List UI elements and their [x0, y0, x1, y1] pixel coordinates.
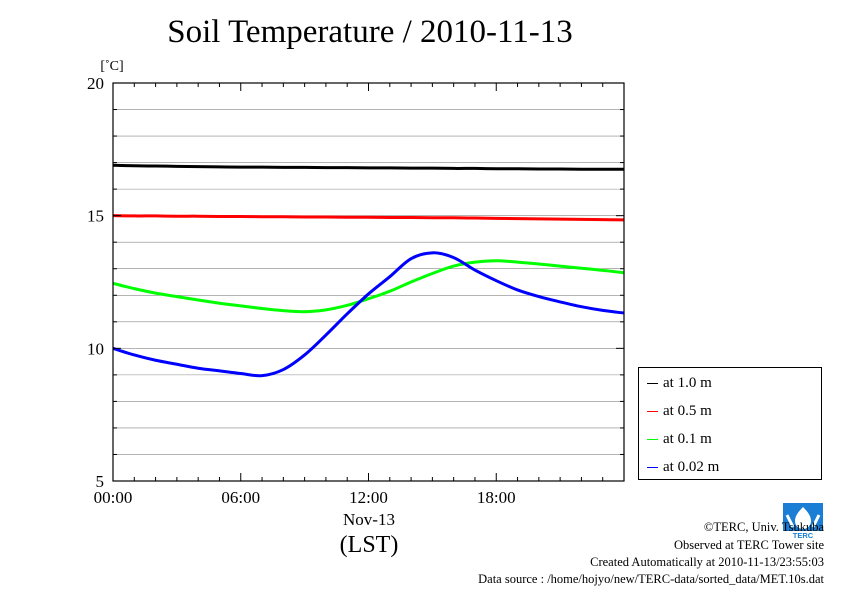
- series-line-3: [112, 251, 625, 378]
- legend-label: at 0.1 m: [663, 430, 712, 447]
- x-tick-label: 06:00: [221, 488, 260, 507]
- legend-label: at 0.5 m: [663, 402, 712, 419]
- legend-label: at 0.02 m: [663, 458, 720, 475]
- plot-frame: [112, 82, 625, 482]
- legend-item: at 0.1 m: [647, 429, 712, 449]
- grid-lines: [113, 109, 624, 455]
- legend-swatch: [647, 410, 658, 412]
- legend-item: at 1.0 m: [647, 373, 712, 393]
- legend-item: at 0.02 m: [647, 457, 719, 477]
- credit-created: Created Automatically at 2010-11-13/23:5…: [590, 555, 824, 569]
- credit-observed: Observed at TERC Tower site: [673, 538, 824, 552]
- y-tick-label: 20: [87, 74, 104, 93]
- legend-label: at 1.0 m: [663, 374, 712, 391]
- x-tick-label: 18:00: [477, 488, 516, 507]
- legend-swatch: [647, 466, 658, 468]
- legend-item: at 0.5 m: [647, 401, 712, 421]
- y-tick-label: 15: [87, 207, 104, 226]
- y-tick-label: 5: [96, 472, 105, 491]
- x-axis-label: (LST): [340, 532, 399, 558]
- x-tick-label: 12:00: [349, 488, 388, 507]
- series-line-1: [112, 214, 625, 222]
- legend-swatch: [647, 438, 658, 440]
- legend: at 1.0 m at 0.5 m at 0.1 m at 0.02 m: [638, 367, 822, 480]
- series-line-0: [112, 163, 624, 171]
- chart-title: Soil Temperature / 2010-11-13: [167, 14, 573, 50]
- series-lines: [112, 163, 625, 378]
- logo-text: TERC: [793, 531, 814, 539]
- series-line-2: [112, 259, 625, 314]
- axes: 5 10 15 20 00:00 06:00 12:00 18:00: [87, 74, 625, 507]
- credit-copyright: ©TERC, Univ. Tsukuba: [703, 520, 824, 534]
- x-tick-label: 00:00: [94, 488, 133, 507]
- y-tick-label: 10: [87, 339, 104, 358]
- terc-logo: TERC: [783, 503, 823, 539]
- credit-source: Data source : /home/hojyo/new/TERC-data/…: [478, 572, 824, 586]
- legend-swatch: [647, 382, 658, 384]
- y-axis-label: [˚C]: [100, 59, 123, 74]
- x-axis-date-label: Nov-13: [343, 510, 395, 529]
